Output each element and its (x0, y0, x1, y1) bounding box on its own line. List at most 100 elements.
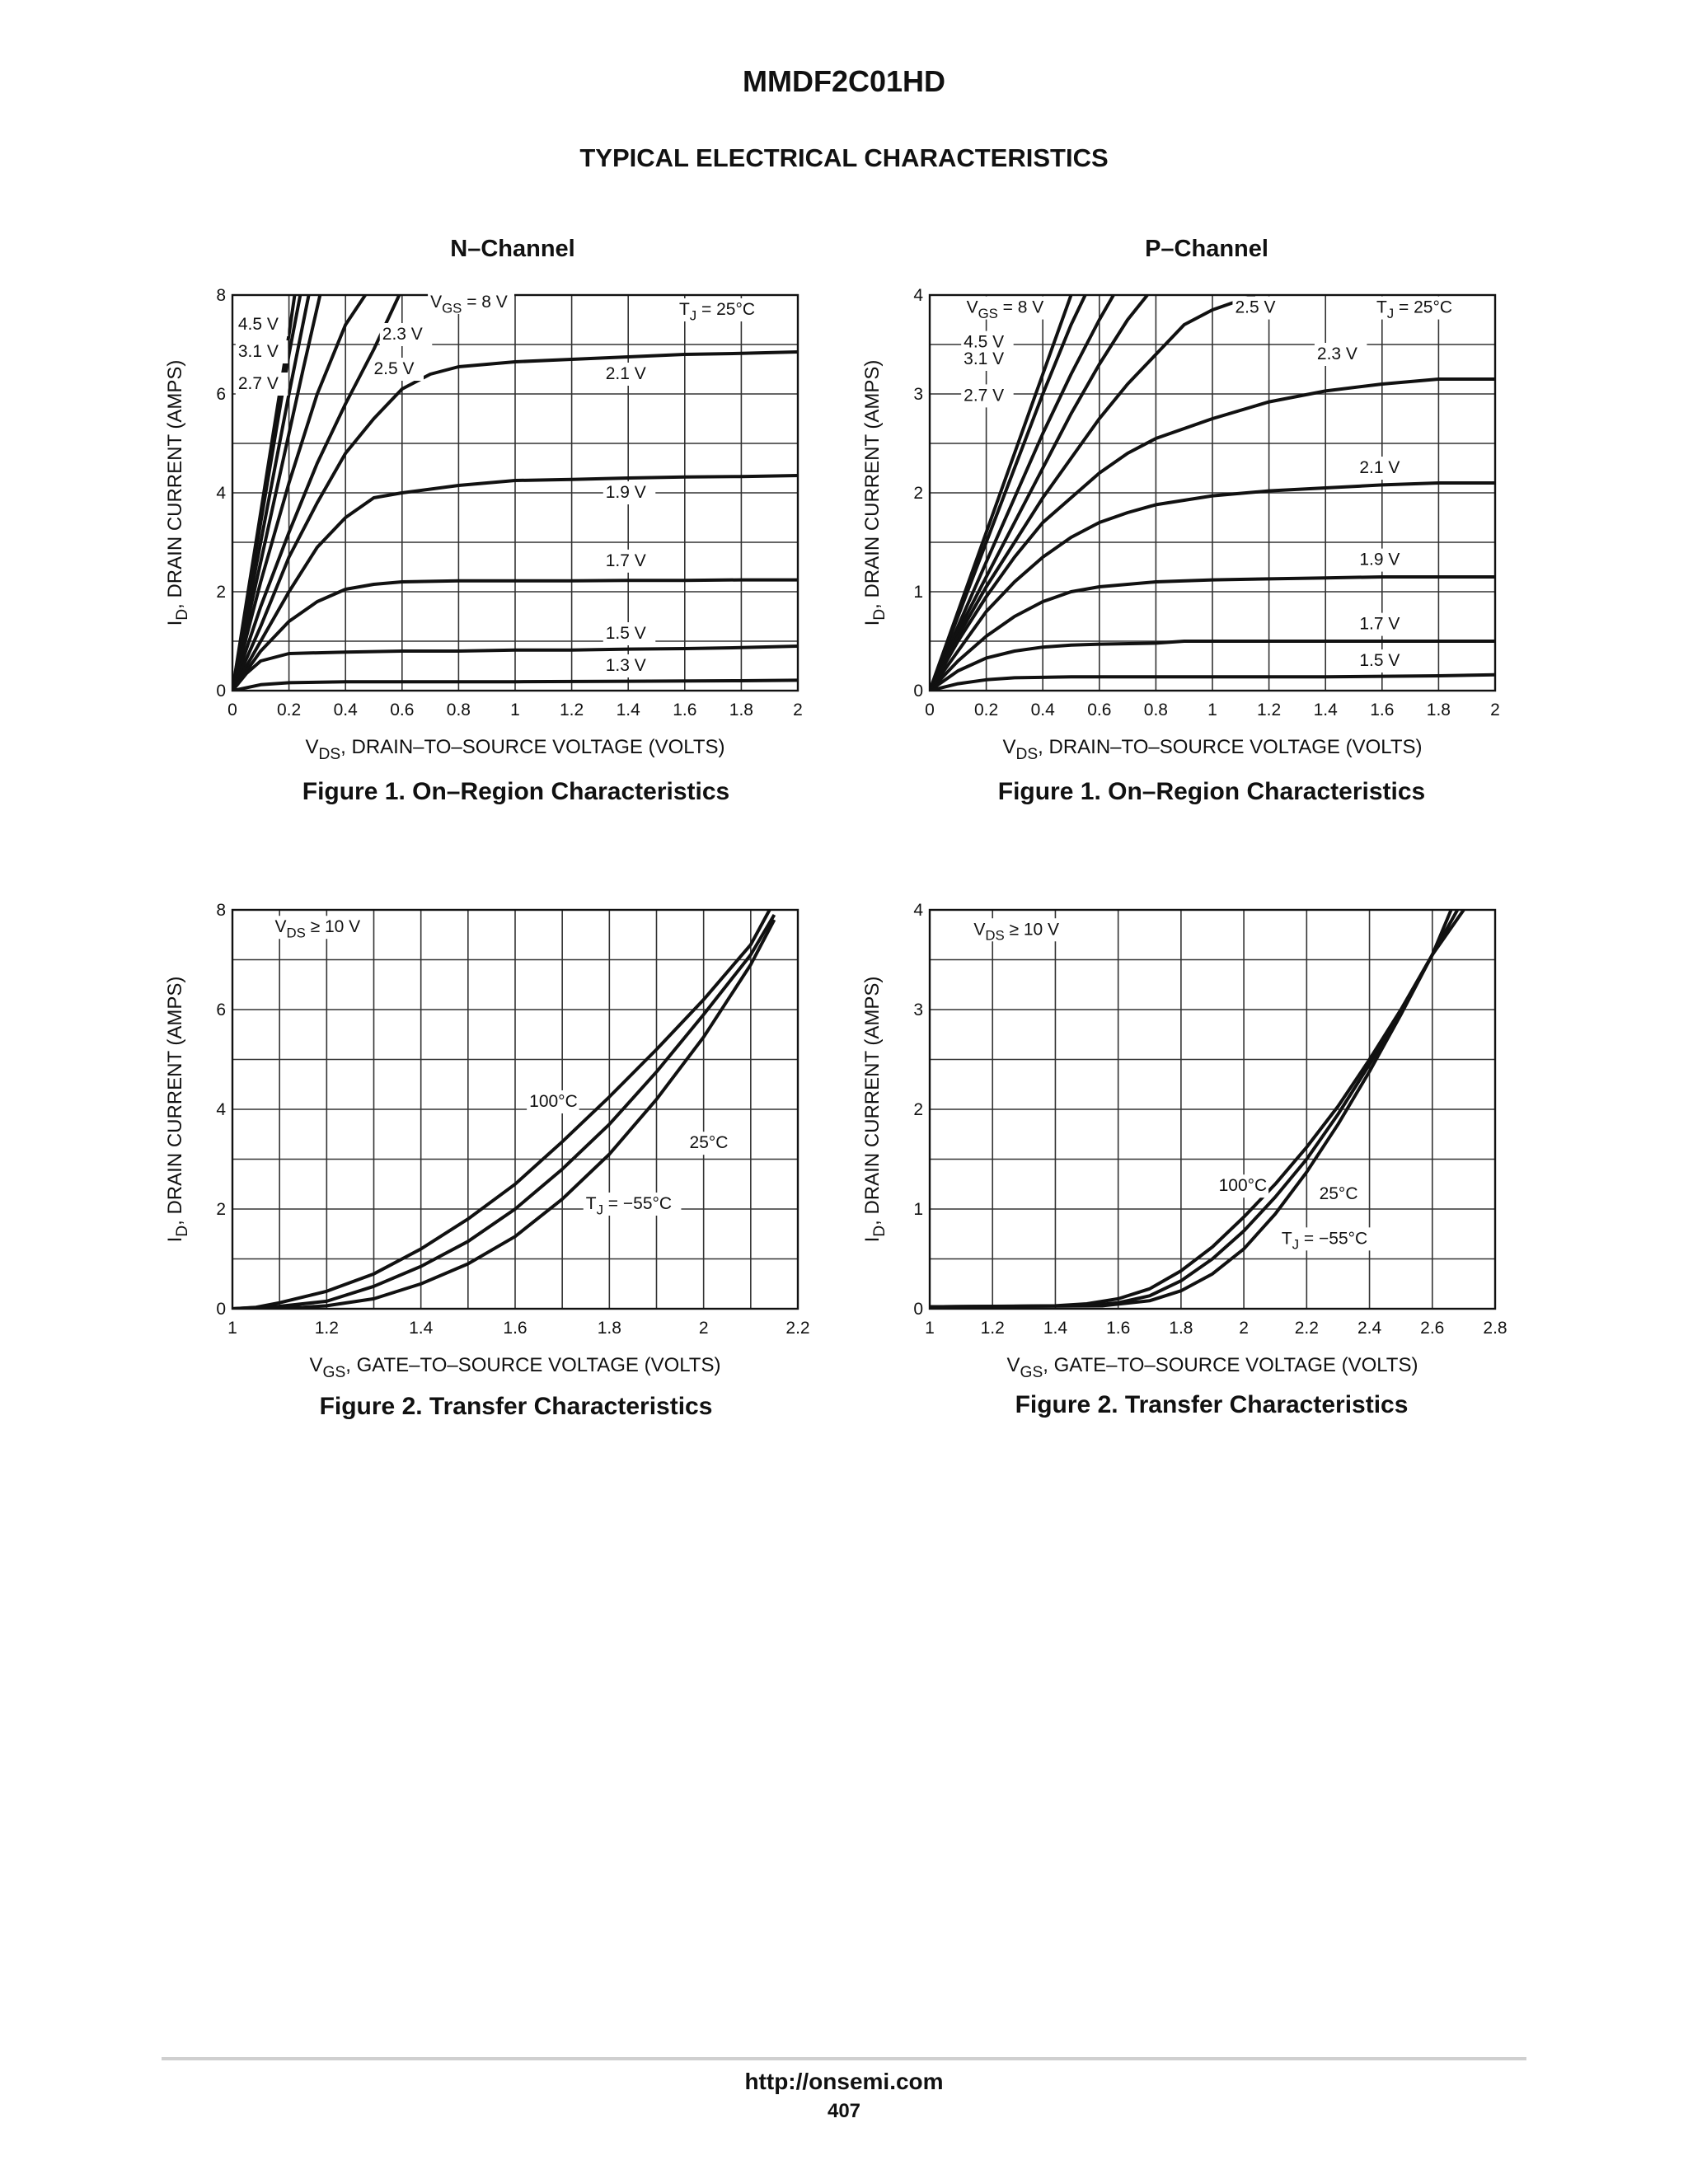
annotation-backdrop (1357, 649, 1409, 673)
annotation-label: VDS ≥ 10 V (973, 920, 1059, 943)
annotation-label: 2.5 V (374, 359, 415, 378)
annotation-label: TJ = 25°C (1376, 298, 1452, 321)
annotation-backdrop (961, 348, 1014, 371)
y-tick-label: 4 (216, 484, 226, 503)
annotation-label: 2.3 V (382, 325, 423, 344)
series-line (232, 910, 771, 1309)
series-line (232, 295, 322, 691)
x-axis-label: VDS, DRAIN–TO–SOURCE VOLTAGE (VOLTS) (1003, 736, 1423, 763)
annotation-label: 3.1 V (238, 342, 279, 361)
annotation-backdrop (1216, 1174, 1269, 1198)
caption-fig1-n-channel: Figure 1. On–Region Characteristics (302, 778, 730, 805)
x-tick-label: 1.8 (729, 701, 753, 719)
annotation-backdrop (687, 1132, 730, 1155)
annotation-backdrop (272, 916, 368, 940)
y-axis-label-group: ID, DRAIN CURRENT (AMPS) (861, 977, 889, 1243)
x-tick-label: 1.4 (617, 701, 641, 719)
x-axis-label: VGS, GATE–TO–SOURCE VOLTAGE (VOLTS) (1007, 1354, 1418, 1381)
column-title-n-channel: N–Channel (450, 236, 575, 262)
series-line (930, 481, 1495, 691)
x-tick-label: 1.8 (1427, 701, 1451, 719)
annotation-label: 25°C (1320, 1184, 1358, 1203)
series-line (930, 910, 1465, 1309)
x-tick-label: 1 (1207, 701, 1217, 719)
y-axis-label-group: ID, DRAIN CURRENT (AMPS) (861, 360, 889, 626)
series-line (930, 910, 1453, 1309)
annotation-backdrop (603, 363, 656, 386)
annotation-backdrop (961, 384, 1014, 408)
annotation-backdrop (1373, 296, 1472, 320)
annotation-backdrop (603, 481, 656, 504)
x-tick-label: 1.6 (673, 701, 696, 719)
annotation-label: 2.7 V (238, 374, 279, 393)
x-tick-label: 0 (227, 701, 237, 719)
x-tick-label: 0.4 (334, 701, 359, 719)
series-line (930, 575, 1495, 691)
y-tick-label: 1 (913, 1200, 923, 1219)
x-tick-label: 2.8 (1483, 1319, 1507, 1338)
annotation-backdrop (603, 622, 656, 645)
caption-fig2-p-channel: Figure 2. Transfer Characteristics (1015, 1391, 1409, 1418)
x-axis-label: VDS, DRAIN–TO–SOURCE VOLTAGE (VOLTS) (306, 736, 725, 763)
annotation-label: 2.5 V (1235, 298, 1275, 317)
x-tick-label: 1.6 (503, 1319, 527, 1338)
annotation-label: 1.9 V (1359, 551, 1400, 569)
series-line (232, 295, 401, 691)
x-tick-label: 1.8 (1169, 1319, 1193, 1338)
series-line (232, 295, 367, 691)
y-tick-label: 2 (913, 484, 923, 503)
annotation-label: 1.7 V (606, 551, 646, 570)
x-tick-label: 0.2 (277, 701, 301, 719)
x-tick-label: 1.2 (315, 1319, 339, 1338)
annotation-label: TJ = −55°C (1282, 1229, 1367, 1252)
annotation-backdrop (428, 291, 514, 314)
x-tick-label: 1.4 (409, 1319, 434, 1338)
x-tick-label: 0.6 (390, 701, 414, 719)
y-tick-label: 3 (913, 1001, 923, 1019)
x-tick-label: 1 (510, 701, 520, 719)
y-tick-label: 6 (216, 1001, 226, 1019)
series-line (930, 910, 1460, 1309)
annotation-label: 4.5 V (964, 333, 1004, 352)
y-tick-label: 0 (216, 682, 226, 701)
x-tick-label: 1.4 (1314, 701, 1339, 719)
x-tick-label: 1.4 (1043, 1319, 1068, 1338)
chart-p_on_region: 0 0.2 0.4 0.6 0.8 1 1.2 1.4 1.6 1.8 2 0 1 2 3 4 VDS, DRA… (861, 286, 1500, 763)
x-tick-label: 1.2 (981, 1319, 1005, 1338)
y-axis-label: ID, DRAIN CURRENT (AMPS) (164, 977, 191, 1243)
annotation-backdrop (603, 654, 656, 677)
annotation-backdrop (676, 298, 775, 321)
x-tick-label: 0.8 (1144, 701, 1168, 719)
annotation-label: VGS = 8 V (967, 298, 1044, 321)
x-tick-label: 1.2 (1257, 701, 1281, 719)
y-tick-label: 3 (913, 385, 923, 404)
x-tick-label: 0.8 (447, 701, 471, 719)
annotation-backdrop (527, 1090, 579, 1113)
annotation-label: 100°C (1219, 1176, 1268, 1195)
series-line (930, 295, 1149, 691)
y-axis-label-group: ID, DRAIN CURRENT (AMPS) (164, 360, 191, 626)
chart-n_transfer: 1 1.2 1.4 1.6 1.8 2 2.2 0 2 4 6 8 VGS, GATE–TO–SOURC… (164, 901, 810, 1381)
column-title-p-channel: P–Channel (1145, 236, 1268, 262)
annotation-backdrop (379, 323, 433, 346)
x-axis-label: VGS, GATE–TO–SOURCE VOLTAGE (VOLTS) (310, 1354, 721, 1381)
series-line (930, 295, 1115, 691)
plot-frame (928, 908, 1497, 1310)
x-tick-label: 0.2 (974, 701, 998, 719)
footer-divider (162, 2057, 1526, 2060)
y-tick-label: 2 (216, 583, 226, 602)
section-title: TYPICAL ELECTRICAL CHARACTERISTICS (579, 143, 1109, 172)
annotation-label: TJ = 25°C (679, 300, 755, 323)
y-tick-label: 8 (216, 286, 226, 305)
annotation-backdrop (1357, 548, 1409, 572)
series-line (232, 919, 776, 1309)
plot-frame (231, 293, 799, 692)
series-line (232, 295, 311, 691)
series-line (232, 644, 798, 691)
x-tick-label: 2 (793, 701, 803, 719)
annotation-backdrop (971, 918, 1067, 942)
series-line (232, 474, 798, 691)
annotation-label: 1.7 V (1359, 615, 1400, 634)
